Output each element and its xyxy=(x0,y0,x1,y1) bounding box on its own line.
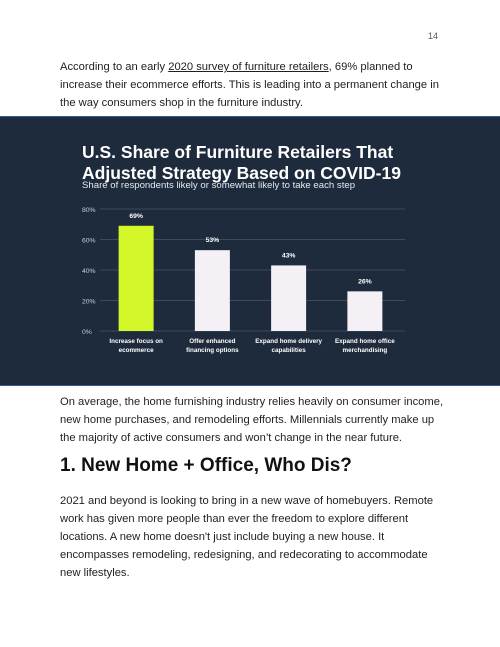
bar xyxy=(118,225,154,331)
x-tick-label: Expand home office xyxy=(335,338,395,345)
industry-paragraph: On average, the home furnishing industry… xyxy=(60,396,444,444)
bar xyxy=(347,291,383,331)
y-tick-label: 60% xyxy=(82,238,96,245)
x-tick-label: merchandising xyxy=(342,347,387,354)
y-tick-label: 0% xyxy=(82,329,92,336)
intro-text-end: , 69% planned to increase their ecommerc… xyxy=(60,61,439,109)
x-tick-label: Offer enhanced xyxy=(189,338,235,345)
y-tick-label: 80% xyxy=(82,207,96,214)
homebuyers-paragraph: 2021 and beyond is looking to bring in a… xyxy=(60,495,434,579)
x-tick-label: ecommerce xyxy=(119,347,155,354)
chart-subtitle: Share of respondents likely or somewhat … xyxy=(82,180,356,191)
section-heading: 1. New Home + Office, Who Dis? xyxy=(60,455,352,476)
bar xyxy=(271,265,307,331)
x-tick-label: capabilities xyxy=(271,347,306,354)
data-label: 69% xyxy=(129,213,143,220)
intro-text-start: According to an early xyxy=(60,61,169,73)
bar-chart: 0% 20% 40% 60% 80% 69% Increase focus on ecomme… xyxy=(82,207,405,354)
survey-link[interactable]: 2020 survey of furniture retailers xyxy=(168,61,329,73)
y-tick-label: 20% xyxy=(82,299,96,306)
y-tick-label: 40% xyxy=(82,268,96,275)
x-tick-label: financing options xyxy=(186,347,239,354)
data-label: 53% xyxy=(206,237,220,244)
bar xyxy=(194,250,230,331)
page-number: 14 xyxy=(427,31,438,41)
intro-paragraph: According to an early 2020 survey of fur… xyxy=(60,58,445,112)
chart-panel xyxy=(0,116,500,386)
x-tick-label: Increase focus on xyxy=(109,338,163,345)
x-tick-label: Expand home delivery xyxy=(255,338,322,345)
data-label: 43% xyxy=(282,252,296,259)
chart-title: U.S. Share of Furniture Retailers That A… xyxy=(82,142,401,183)
data-label: 26% xyxy=(358,278,372,285)
